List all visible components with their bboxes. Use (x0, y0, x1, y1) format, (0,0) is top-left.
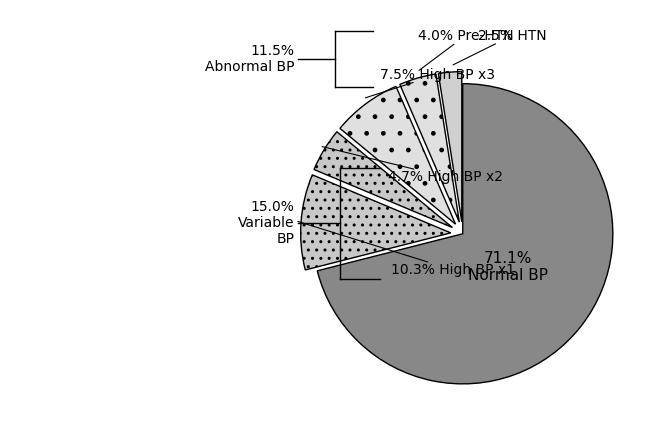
Text: 11.5%
Abnormal BP: 11.5% Abnormal BP (205, 44, 295, 74)
Wedge shape (301, 175, 451, 270)
Text: 4.7% High BP x2: 4.7% High BP x2 (322, 147, 503, 184)
Wedge shape (317, 84, 613, 384)
Wedge shape (314, 132, 452, 227)
Wedge shape (340, 86, 456, 224)
Text: 7.5% High BP x3: 7.5% High BP x3 (366, 68, 495, 98)
Text: 71.1%
Normal BP: 71.1% Normal BP (468, 251, 548, 283)
Wedge shape (400, 74, 460, 222)
Text: 15.0%
Variable
BP: 15.0% Variable BP (238, 200, 295, 246)
Text: 10.3% High BP x1: 10.3% High BP x1 (297, 221, 515, 277)
Text: 2.5% HTN: 2.5% HTN (453, 29, 546, 65)
Wedge shape (438, 72, 462, 222)
Text: 4.0% Pre-HTN: 4.0% Pre-HTN (418, 29, 514, 71)
